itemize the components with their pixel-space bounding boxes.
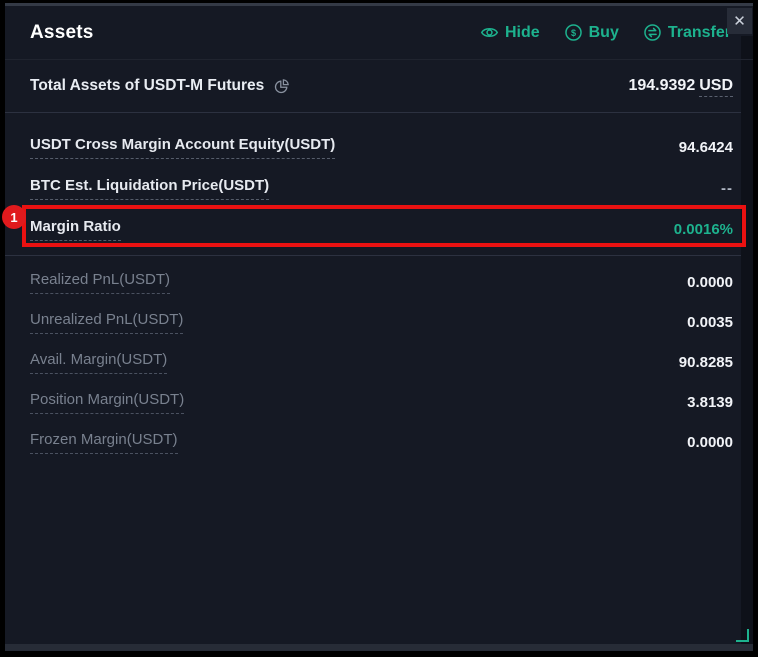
margin-ratio-label: Margin Ratio <box>30 218 121 241</box>
eye-icon <box>480 23 499 42</box>
total-assets-unit: USD <box>699 77 733 97</box>
page-bottom-edge <box>5 644 753 651</box>
page-title: Assets <box>30 21 94 43</box>
header-actions: Hide $ Buy <box>480 23 731 42</box>
liquidation-price-value: -- <box>721 180 733 197</box>
table-row-account-equity: USDT Cross Margin Account Equity(USDT) 9… <box>30 127 733 168</box>
liquidation-price-label: BTC Est. Liquidation Price(USDT) <box>30 177 270 200</box>
page-top-edge <box>5 3 753 6</box>
hide-button[interactable]: Hide <box>480 23 540 42</box>
avail-margin-label: Avail. Margin(USDT) <box>30 351 168 374</box>
unrealized-pnl-label: Unrealized PnL(USDT) <box>30 311 184 334</box>
account-equity-value: 94.6424 <box>678 139 733 156</box>
close-button[interactable]: ✕ <box>727 8 752 34</box>
table-row-avail-margin: Avail. Margin(USDT) 90.8285 <box>30 342 733 382</box>
total-assets-amount: 194.9392 <box>628 77 696 94</box>
table-row-unrealized-pnl: Unrealized PnL(USDT) 0.0035 <box>30 302 733 342</box>
transfer-circle-icon <box>643 23 662 42</box>
frozen-margin-value: 0.0000 <box>687 433 733 451</box>
table-row-liquidation-price: BTC Est. Liquidation Price(USDT) -- <box>30 168 733 209</box>
buy-button-label: Buy <box>588 23 619 41</box>
hide-button-label: Hide <box>504 23 540 41</box>
total-assets-label: Total Assets of USDT-M Futures <box>30 77 265 94</box>
panel-header: Assets Hide $ <box>5 6 753 60</box>
svg-text:$: $ <box>571 28 576 38</box>
transfer-button-label: Transfer <box>667 23 731 41</box>
total-assets-value: 194.9392 USD <box>628 77 733 97</box>
transfer-button[interactable]: Transfer <box>643 23 731 42</box>
annotation-step-badge: 1 <box>2 205 26 229</box>
close-icon: ✕ <box>733 12 746 30</box>
table-row-position-margin: Position Margin(USDT) 3.8139 <box>30 382 733 422</box>
pie-chart-icon[interactable] <box>273 78 290 95</box>
section-divider <box>5 255 753 256</box>
position-margin-label: Position Margin(USDT) <box>30 391 185 414</box>
unrealized-pnl-value: 0.0035 <box>687 313 733 331</box>
buy-button[interactable]: $ Buy <box>564 23 619 42</box>
annotation-step-number: 1 <box>10 209 18 225</box>
frozen-margin-label: Frozen Margin(USDT) <box>30 431 178 454</box>
account-equity-label: USDT Cross Margin Account Equity(USDT) <box>30 136 336 159</box>
assets-panel: Assets Hide $ <box>5 6 753 651</box>
avail-margin-value: 90.8285 <box>678 353 733 371</box>
margin-summary-section: USDT Cross Margin Account Equity(USDT) 9… <box>5 113 753 250</box>
resize-handle-icon[interactable] <box>736 629 749 642</box>
realized-pnl-label: Realized PnL(USDT) <box>30 271 171 294</box>
total-assets-row: Total Assets of USDT-M Futures 194.9392 U… <box>5 60 753 113</box>
table-row-frozen-margin: Frozen Margin(USDT) 0.0000 <box>30 422 733 462</box>
realized-pnl-value: 0.0000 <box>687 273 733 291</box>
pnl-margin-section: Realized PnL(USDT) 0.0000 Unrealized PnL… <box>5 256 753 462</box>
table-row-realized-pnl: Realized PnL(USDT) 0.0000 <box>30 262 733 302</box>
position-margin-value: 3.8139 <box>687 393 733 411</box>
panel-right-gutter <box>741 36 753 644</box>
dollar-circle-icon: $ <box>564 23 583 42</box>
margin-ratio-value: 0.0016% <box>673 221 733 238</box>
table-row-margin-ratio: Margin Ratio 0.0016% <box>30 209 733 250</box>
